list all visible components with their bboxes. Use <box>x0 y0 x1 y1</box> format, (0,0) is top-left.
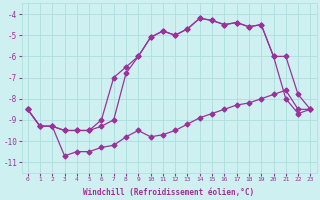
X-axis label: Windchill (Refroidissement éolien,°C): Windchill (Refroidissement éolien,°C) <box>84 188 255 197</box>
